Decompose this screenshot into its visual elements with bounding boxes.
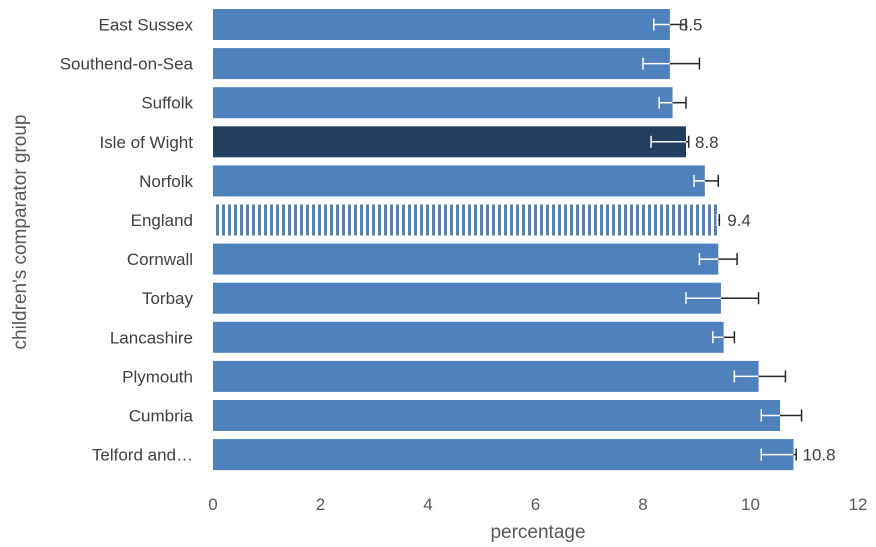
x-tick-label: 0 (208, 495, 217, 514)
error-bar (712, 331, 736, 344)
x-tick-label: 12 (849, 495, 868, 514)
bar (213, 360, 759, 392)
error-bar (642, 57, 701, 70)
bar (213, 165, 705, 197)
error-bar (650, 135, 690, 148)
category-label: East Sussex (99, 16, 194, 35)
bar (213, 400, 781, 431)
x-tick-label: 8 (638, 495, 647, 514)
data-label: 9.4 (727, 211, 751, 230)
x-tick-label: 6 (531, 495, 540, 514)
category-label: Torbay (142, 289, 194, 308)
x-tick-label: 2 (316, 495, 325, 514)
error-bar (698, 253, 738, 266)
bar (213, 439, 794, 471)
data-label: 10.8 (803, 446, 836, 465)
bar (213, 282, 721, 314)
bar (213, 9, 670, 40)
data-labels: 8.5 8.8 9.4 10.8 (679, 16, 836, 465)
category-label: Suffolk (141, 94, 193, 113)
x-tick-label: 4 (423, 495, 432, 514)
error-bar (685, 292, 760, 305)
error-bar (653, 18, 687, 31)
category-labels: East Sussex Southend-on-Sea Suffolk Isle of… (60, 16, 194, 465)
bar (213, 321, 724, 353)
category-label: Cornwall (127, 250, 193, 269)
bar (213, 243, 719, 275)
error-bar (760, 409, 803, 422)
category-label: Norfolk (139, 172, 193, 191)
error-bar (760, 448, 797, 461)
category-label: Cumbria (129, 407, 194, 426)
error-bars-layer (642, 18, 803, 461)
error-bar (733, 370, 787, 383)
category-label: Lancashire (110, 328, 193, 347)
bar (213, 204, 719, 236)
data-label: 8.8 (695, 133, 719, 152)
data-label: 8.5 (679, 16, 703, 35)
error-bar (716, 214, 721, 226)
category-label: Telford and… (92, 446, 193, 465)
bar (213, 126, 686, 158)
bars-layer (213, 9, 794, 471)
bar (213, 87, 673, 119)
x-tick-labels: 0 2 4 6 8 10 12 (208, 495, 867, 514)
bar (213, 48, 670, 80)
category-label: Isle of Wight (99, 133, 193, 152)
category-label: England (131, 211, 193, 230)
category-label: Plymouth (122, 367, 193, 386)
category-label: Southend-on-Sea (60, 55, 194, 74)
error-bar (693, 174, 719, 187)
x-axis-title: percentage (490, 522, 585, 543)
x-tick-label: 10 (741, 495, 760, 514)
error-bar (658, 96, 687, 109)
y-axis-title: children's comparator group (10, 115, 31, 350)
